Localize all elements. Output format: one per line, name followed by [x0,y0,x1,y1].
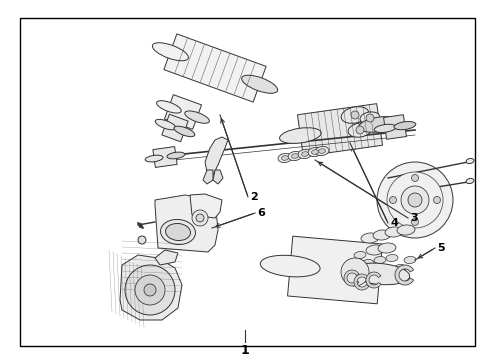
Wedge shape [366,272,381,288]
Wedge shape [354,274,369,290]
Ellipse shape [360,112,380,124]
Text: 4: 4 [390,218,398,228]
Polygon shape [153,147,177,167]
Ellipse shape [318,149,325,153]
Circle shape [390,197,396,203]
Ellipse shape [404,256,416,264]
Ellipse shape [373,230,391,240]
Ellipse shape [166,224,191,240]
Ellipse shape [308,148,322,157]
Ellipse shape [350,263,410,285]
Ellipse shape [292,154,298,158]
Wedge shape [395,265,414,285]
Ellipse shape [260,255,320,277]
Ellipse shape [378,243,396,253]
Polygon shape [203,170,213,184]
Polygon shape [162,114,188,142]
Ellipse shape [348,123,372,137]
Polygon shape [213,170,223,184]
Ellipse shape [280,128,321,143]
Ellipse shape [157,101,181,113]
Ellipse shape [278,153,292,163]
Circle shape [125,265,175,315]
Polygon shape [164,34,266,102]
Circle shape [351,111,359,119]
Polygon shape [165,95,201,129]
Circle shape [356,126,364,134]
Polygon shape [288,236,382,304]
Text: 1: 1 [241,343,249,356]
Ellipse shape [152,43,188,61]
Ellipse shape [341,107,369,123]
Ellipse shape [385,227,403,237]
Ellipse shape [354,252,366,258]
Ellipse shape [282,156,289,160]
Ellipse shape [362,260,374,266]
Text: 2: 2 [250,192,258,202]
Circle shape [135,275,165,305]
Circle shape [401,186,429,214]
Ellipse shape [312,150,318,154]
Ellipse shape [298,149,312,158]
Text: 6: 6 [257,208,265,218]
Ellipse shape [386,255,398,261]
Circle shape [434,197,441,203]
Ellipse shape [242,75,278,93]
Ellipse shape [374,256,386,264]
Ellipse shape [466,179,474,184]
Ellipse shape [366,245,384,255]
Wedge shape [344,270,359,286]
Ellipse shape [174,126,195,137]
Polygon shape [120,255,182,320]
Circle shape [341,258,369,286]
Ellipse shape [374,124,396,132]
Ellipse shape [185,111,209,123]
Polygon shape [205,137,228,175]
Text: 3: 3 [410,213,418,223]
Circle shape [196,214,204,222]
Circle shape [138,236,146,244]
Polygon shape [297,104,383,156]
Ellipse shape [288,152,302,161]
Circle shape [192,210,208,226]
Ellipse shape [145,155,163,162]
Polygon shape [190,194,222,218]
Ellipse shape [394,265,406,271]
Ellipse shape [466,158,474,163]
Polygon shape [155,250,178,265]
Ellipse shape [397,225,415,235]
Polygon shape [155,195,218,252]
Ellipse shape [394,121,416,130]
Ellipse shape [301,152,309,156]
Circle shape [387,172,443,228]
Ellipse shape [361,233,379,243]
Text: 5: 5 [437,243,445,253]
Circle shape [408,193,422,207]
Circle shape [377,162,453,238]
Ellipse shape [161,220,196,244]
Ellipse shape [315,147,329,156]
Polygon shape [384,115,406,139]
Ellipse shape [359,117,400,132]
Circle shape [366,114,374,122]
Ellipse shape [155,120,176,130]
Ellipse shape [167,152,185,159]
Ellipse shape [350,261,362,269]
Circle shape [412,175,418,181]
Circle shape [144,284,156,296]
Circle shape [412,219,418,225]
